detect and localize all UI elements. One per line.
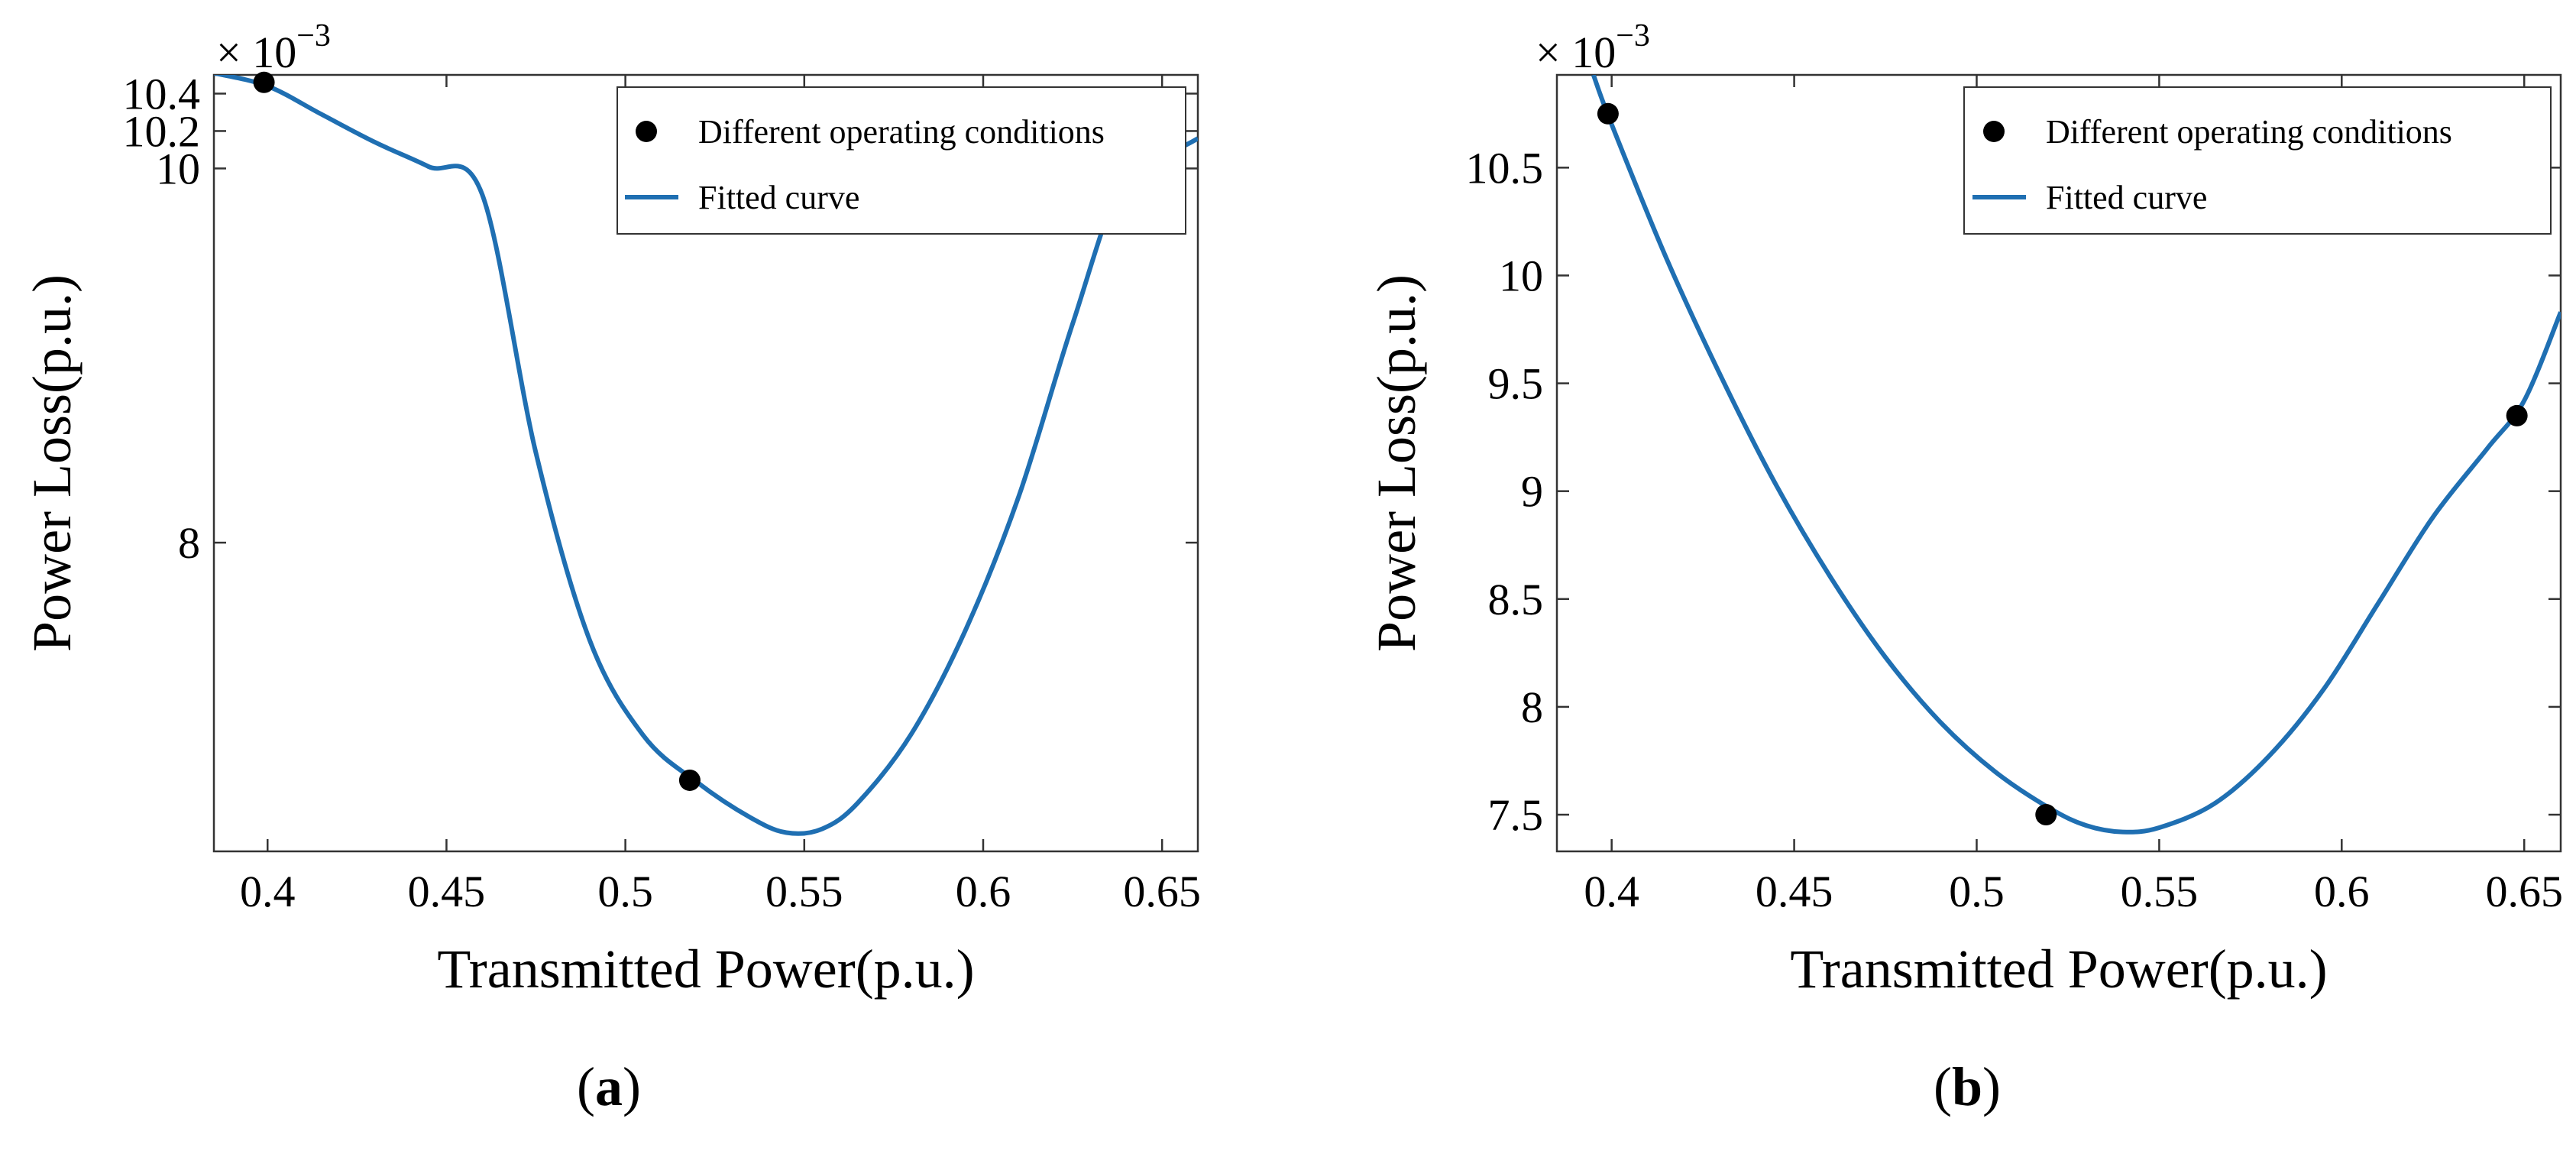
panel-a-y-tick-label: 10.2 bbox=[123, 106, 201, 156]
panel-b-y-tick-label: 9.5 bbox=[1488, 359, 1544, 409]
panel-a-fitted-curve bbox=[214, 75, 1198, 836]
panel-a-exponent-power: −3 bbox=[296, 18, 331, 53]
panel-a-exponent-label: × 10−3 bbox=[216, 18, 331, 77]
panel-b-label: (b) bbox=[1934, 1056, 2001, 1117]
panel-b: 0.4 0.45 0.5 0.55 0.6 0.65 7.5 8 8.5 9 9.5 10 10.5 T… bbox=[1366, 18, 2563, 1117]
panel-b-x-tick-label: 0.6 bbox=[2314, 867, 2370, 916]
panel-b-y-tick-label: 8.5 bbox=[1488, 575, 1544, 624]
panel-b-fitted-curve bbox=[1591, 75, 2561, 835]
panel-b-x-tick-label: 0.55 bbox=[2121, 867, 2199, 916]
panel-a-x-tick-label: 0.55 bbox=[765, 867, 843, 916]
panel-a-legend-marker-icon bbox=[636, 121, 657, 142]
panel-a-label-letter: a bbox=[595, 1056, 623, 1117]
panel-a-legend-marker-label: Different operating conditions bbox=[698, 113, 1105, 151]
panel-b-axes-box bbox=[1555, 73, 2562, 853]
panel-b-x-tick-label: 0.4 bbox=[1584, 867, 1639, 916]
panel-b-y-tick-label: 7.5 bbox=[1488, 790, 1544, 840]
panel-a-x-axis-title: Transmitted Power(p.u.) bbox=[437, 938, 974, 1000]
panel-b-data-point bbox=[2035, 804, 2057, 826]
panel-b-x-tick-label: 0.45 bbox=[1756, 867, 1833, 916]
panel-a-data-point bbox=[678, 769, 701, 791]
panel-b-legend: Different operating conditions Fitted cu… bbox=[1963, 86, 2552, 235]
panel-b-x-tick-label: 0.65 bbox=[2485, 867, 2563, 916]
panel-b-y-tick-label: 10 bbox=[1499, 251, 1543, 300]
panel-a-y-axis-title: Power Loss(p.u.) bbox=[21, 274, 83, 652]
panel-a-x-tick-label: 0.6 bbox=[956, 867, 1011, 916]
panel-a-y-tick-label: 10.4 bbox=[123, 69, 201, 118]
panel-b-ticks: 0.4 0.45 0.5 0.55 0.6 0.65 7.5 8 8.5 9 9.5 10 10.5 bbox=[1466, 75, 2563, 916]
panel-a-legend-box bbox=[616, 86, 1186, 235]
panel-a-x-tick-label: 0.4 bbox=[240, 867, 296, 916]
panel-a-label: (a) bbox=[577, 1056, 641, 1117]
panel-a-y-tick-label: 10 bbox=[156, 144, 200, 193]
panel-a-x-tick-label: 0.45 bbox=[408, 867, 486, 916]
panel-b-label-letter: b bbox=[1952, 1056, 1982, 1117]
panel-b-legend-marker-icon bbox=[1983, 121, 2005, 142]
panel-b-marks bbox=[1591, 75, 2561, 835]
panel-b-exponent-label: × 10−3 bbox=[1536, 18, 1650, 77]
panel-b-y-tick-label: 8 bbox=[1521, 682, 1543, 732]
panel-b-y-tick-label: 10.5 bbox=[1466, 143, 1544, 193]
panel-b-x-tick-label: 0.5 bbox=[1949, 867, 2005, 916]
panel-a-exponent-base: × 10 bbox=[216, 28, 296, 77]
panel-b-exponent-base: × 10 bbox=[1536, 28, 1616, 77]
panel-a-y-tick-label: 8 bbox=[178, 518, 200, 568]
panel-a-data-point bbox=[253, 71, 275, 93]
panel-b-data-point bbox=[2506, 404, 2528, 426]
panel-a-legend: Different operating conditions Fitted cu… bbox=[616, 86, 1186, 235]
panel-a-axes-box bbox=[212, 73, 1199, 853]
panel-a-x-tick-label: 0.65 bbox=[1123, 867, 1201, 916]
panel-b-legend-marker-label: Different operating conditions bbox=[2046, 113, 2452, 151]
panel-b-legend-box bbox=[1963, 86, 2552, 235]
panel-b-legend-line-label: Fitted curve bbox=[2046, 179, 2207, 216]
panel-b-y-tick-label: 9 bbox=[1521, 467, 1543, 517]
panel-a-x-tick-label: 0.5 bbox=[597, 867, 653, 916]
panel-b-x-axis-title: Transmitted Power(p.u.) bbox=[1790, 938, 2327, 1000]
panel-b-y-axis-title: Power Loss(p.u.) bbox=[1366, 274, 1427, 652]
panel-a-legend-line-label: Fitted curve bbox=[698, 179, 859, 216]
panel-b-data-point bbox=[1597, 102, 1619, 125]
panel-b-exponent-power: −3 bbox=[1616, 18, 1650, 53]
